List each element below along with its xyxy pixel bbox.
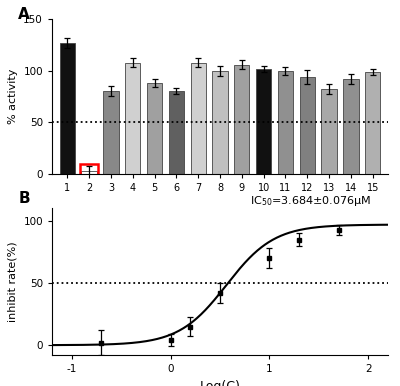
Text: B: B (18, 191, 30, 206)
Bar (82, 171, 97, 174)
Bar (300, 77, 315, 174)
Bar (125, 63, 140, 174)
Y-axis label: % activity: % activity (8, 69, 18, 124)
Bar (322, 89, 337, 174)
Text: A: A (18, 7, 30, 22)
Text: IC$_{50}$=3.684±0.076μM: IC$_{50}$=3.684±0.076μM (250, 194, 371, 208)
Y-axis label: inhibit rate(%): inhibit rate(%) (8, 242, 18, 322)
Bar (60, 43, 75, 174)
Bar (343, 79, 358, 174)
Bar (103, 91, 118, 174)
Bar (365, 72, 380, 174)
Bar (169, 91, 184, 174)
Bar (256, 69, 271, 174)
X-axis label: Log(C): Log(C) (200, 380, 240, 386)
Bar (278, 71, 293, 174)
Bar (212, 71, 228, 174)
Bar (234, 64, 250, 174)
Bar (147, 83, 162, 174)
Bar (190, 63, 206, 174)
Bar (80, 164, 98, 176)
